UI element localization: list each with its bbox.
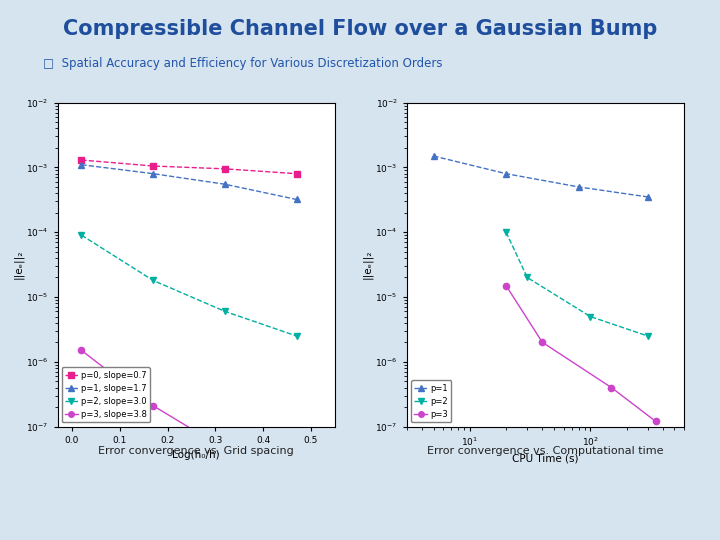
Text: Error convergence vs. Grid spacing: Error convergence vs. Grid spacing [99, 446, 294, 456]
Text: Compressible Channel Flow over a Gaussian Bump: Compressible Channel Flow over a Gaussia… [63, 19, 657, 39]
Legend: p=1, p=2, p=3: p=1, p=2, p=3 [411, 381, 451, 422]
X-axis label: CPU Time (s): CPU Time (s) [512, 454, 579, 463]
Y-axis label: ||eₑ||₂: ||eₑ||₂ [362, 250, 372, 279]
Legend: p=0, slope=0.7, p=1, slope=1.7, p=2, slope=3.0, p=3, slope=3.8: p=0, slope=0.7, p=1, slope=1.7, p=2, slo… [62, 367, 150, 422]
Y-axis label: ||eₑ||₂: ||eₑ||₂ [13, 250, 23, 279]
Text: Error convergence vs. Computational time: Error convergence vs. Computational time [427, 446, 664, 456]
X-axis label: Log(h₀/h): Log(h₀/h) [172, 450, 220, 460]
Text: □  Spatial Accuracy and Efficiency for Various Discretization Orders: □ Spatial Accuracy and Efficiency for Va… [43, 57, 443, 70]
